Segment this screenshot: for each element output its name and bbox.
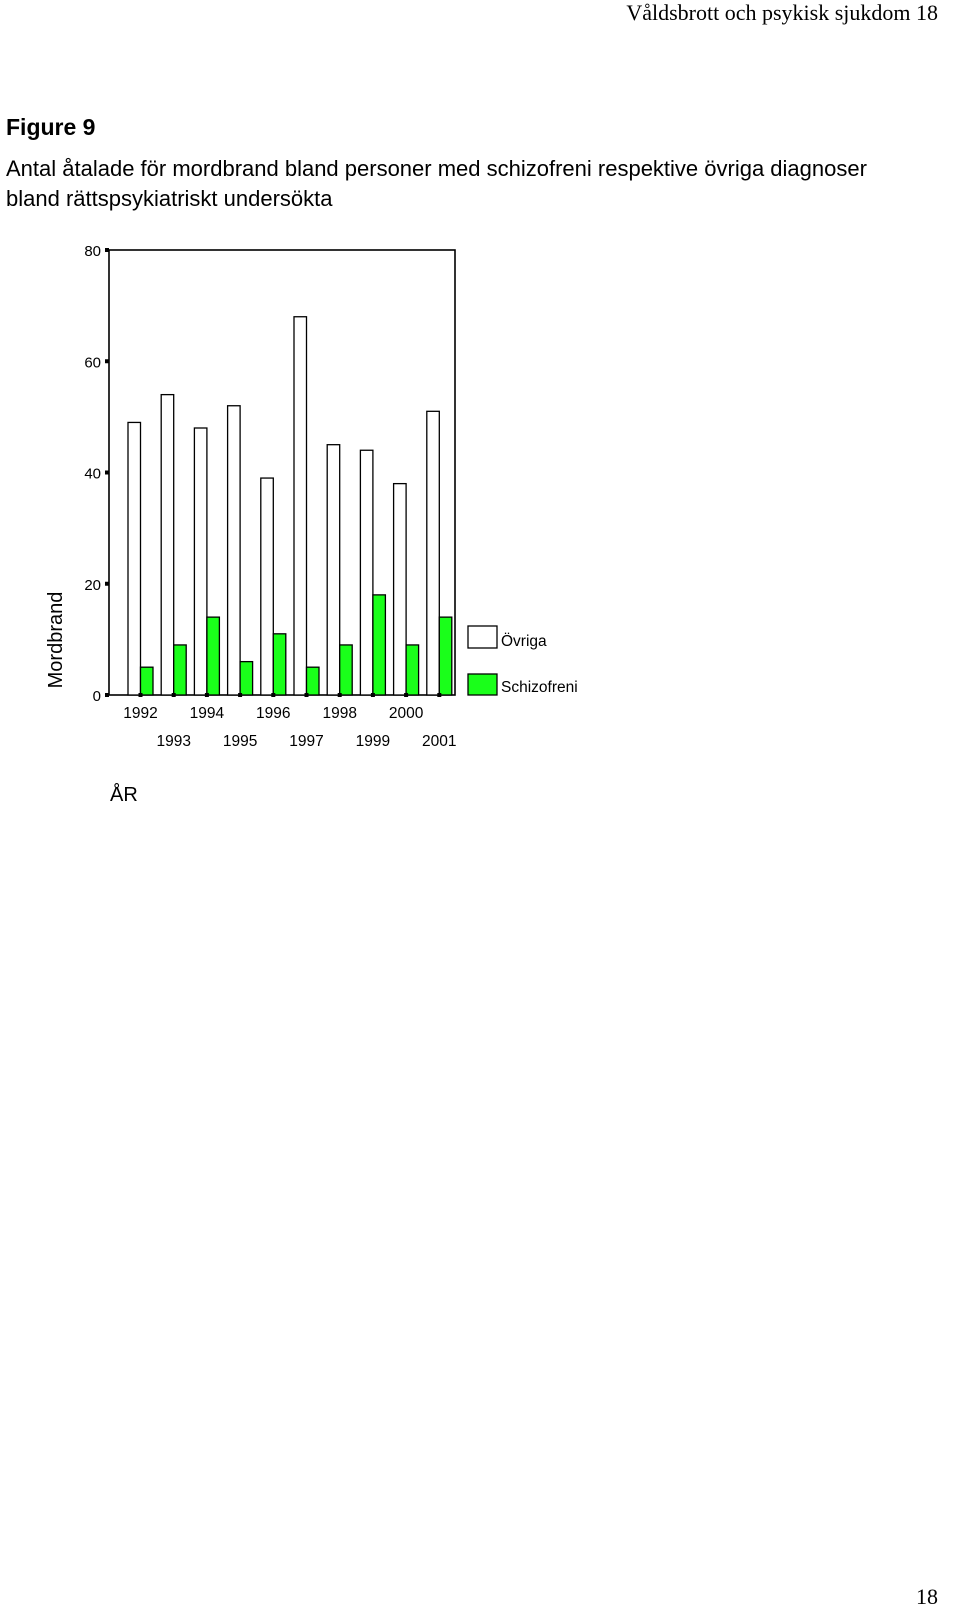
x-tick-mark [271,693,276,697]
x-tick-label: 2000 [389,705,424,722]
bar-ovriga [193,427,208,696]
legend-swatch-schizofreni [467,673,498,696]
y-tick-mark [105,581,109,586]
x-tick-label: 1992 [123,705,157,722]
x-tick-mark [437,693,442,697]
bar-ovriga [359,449,374,696]
x-tick-mark [404,693,409,697]
bar-schizofreni [305,666,320,696]
x-tick-mark [337,693,342,697]
x-tick-mark [204,693,209,697]
x-tick-label: 1996 [256,705,290,722]
bar-ovriga [260,477,274,696]
x-tick-label: 1994 [190,705,225,722]
bar-schizofreni [339,644,353,696]
bar-schizofreni [173,644,187,696]
x-tick-label: 1998 [322,705,356,722]
bar-ovriga [226,405,241,696]
bar-schizofreni [206,616,221,696]
x-tick-label: 1995 [223,733,257,750]
bar-schizofreni [438,616,453,696]
figure-title: Antal åtalade för mordbrand bland person… [6,156,867,211]
bar-schizofreni [139,666,154,696]
bar-schizofreni [372,594,387,696]
legend-swatch-ovriga [467,625,498,649]
bar-ovriga [326,444,341,696]
x-tick-mark [138,693,143,697]
y-tick-mark [105,470,109,475]
bar-schizofreni [405,644,420,696]
y-tick-label: 40 [84,466,101,483]
bar-ovriga [293,316,308,696]
x-tick-mark [238,693,243,697]
y-tick-label: 0 [93,688,101,705]
running-header: Våldsbrott och psykisk sjukdom 18 [626,0,938,25]
y-tick-mark [105,359,109,364]
bar-schizofreni [272,633,287,696]
x-tick-label: 1993 [156,733,190,750]
x-tick-mark [304,693,309,697]
y-axis-title: Mordbrand [45,592,67,689]
y-tick-label: 80 [84,243,101,260]
x-tick-mark [370,693,375,697]
bar-ovriga [392,482,407,696]
x-tick-label: 1999 [356,733,390,750]
bar-ovriga [426,410,440,696]
figure-label: Figure 9 [6,114,96,140]
x-tick-label: 1997 [289,733,323,750]
y-tick-mark [105,248,109,252]
y-tick-mark [105,693,109,697]
bar-ovriga [127,421,142,696]
legend-label-ovriga: Övriga [501,632,547,650]
page-number: 18 [916,1584,938,1609]
legend-label-schizofreni: Schizofreni [501,679,578,696]
x-axis-title: ÅR [110,783,138,806]
bar-ovriga [160,393,175,696]
y-tick-label: 60 [84,354,101,371]
x-tick-mark [171,693,176,697]
bar-schizofreni [239,660,254,696]
y-tick-label: 20 [84,577,101,594]
x-tick-label: 2001 [422,733,456,750]
